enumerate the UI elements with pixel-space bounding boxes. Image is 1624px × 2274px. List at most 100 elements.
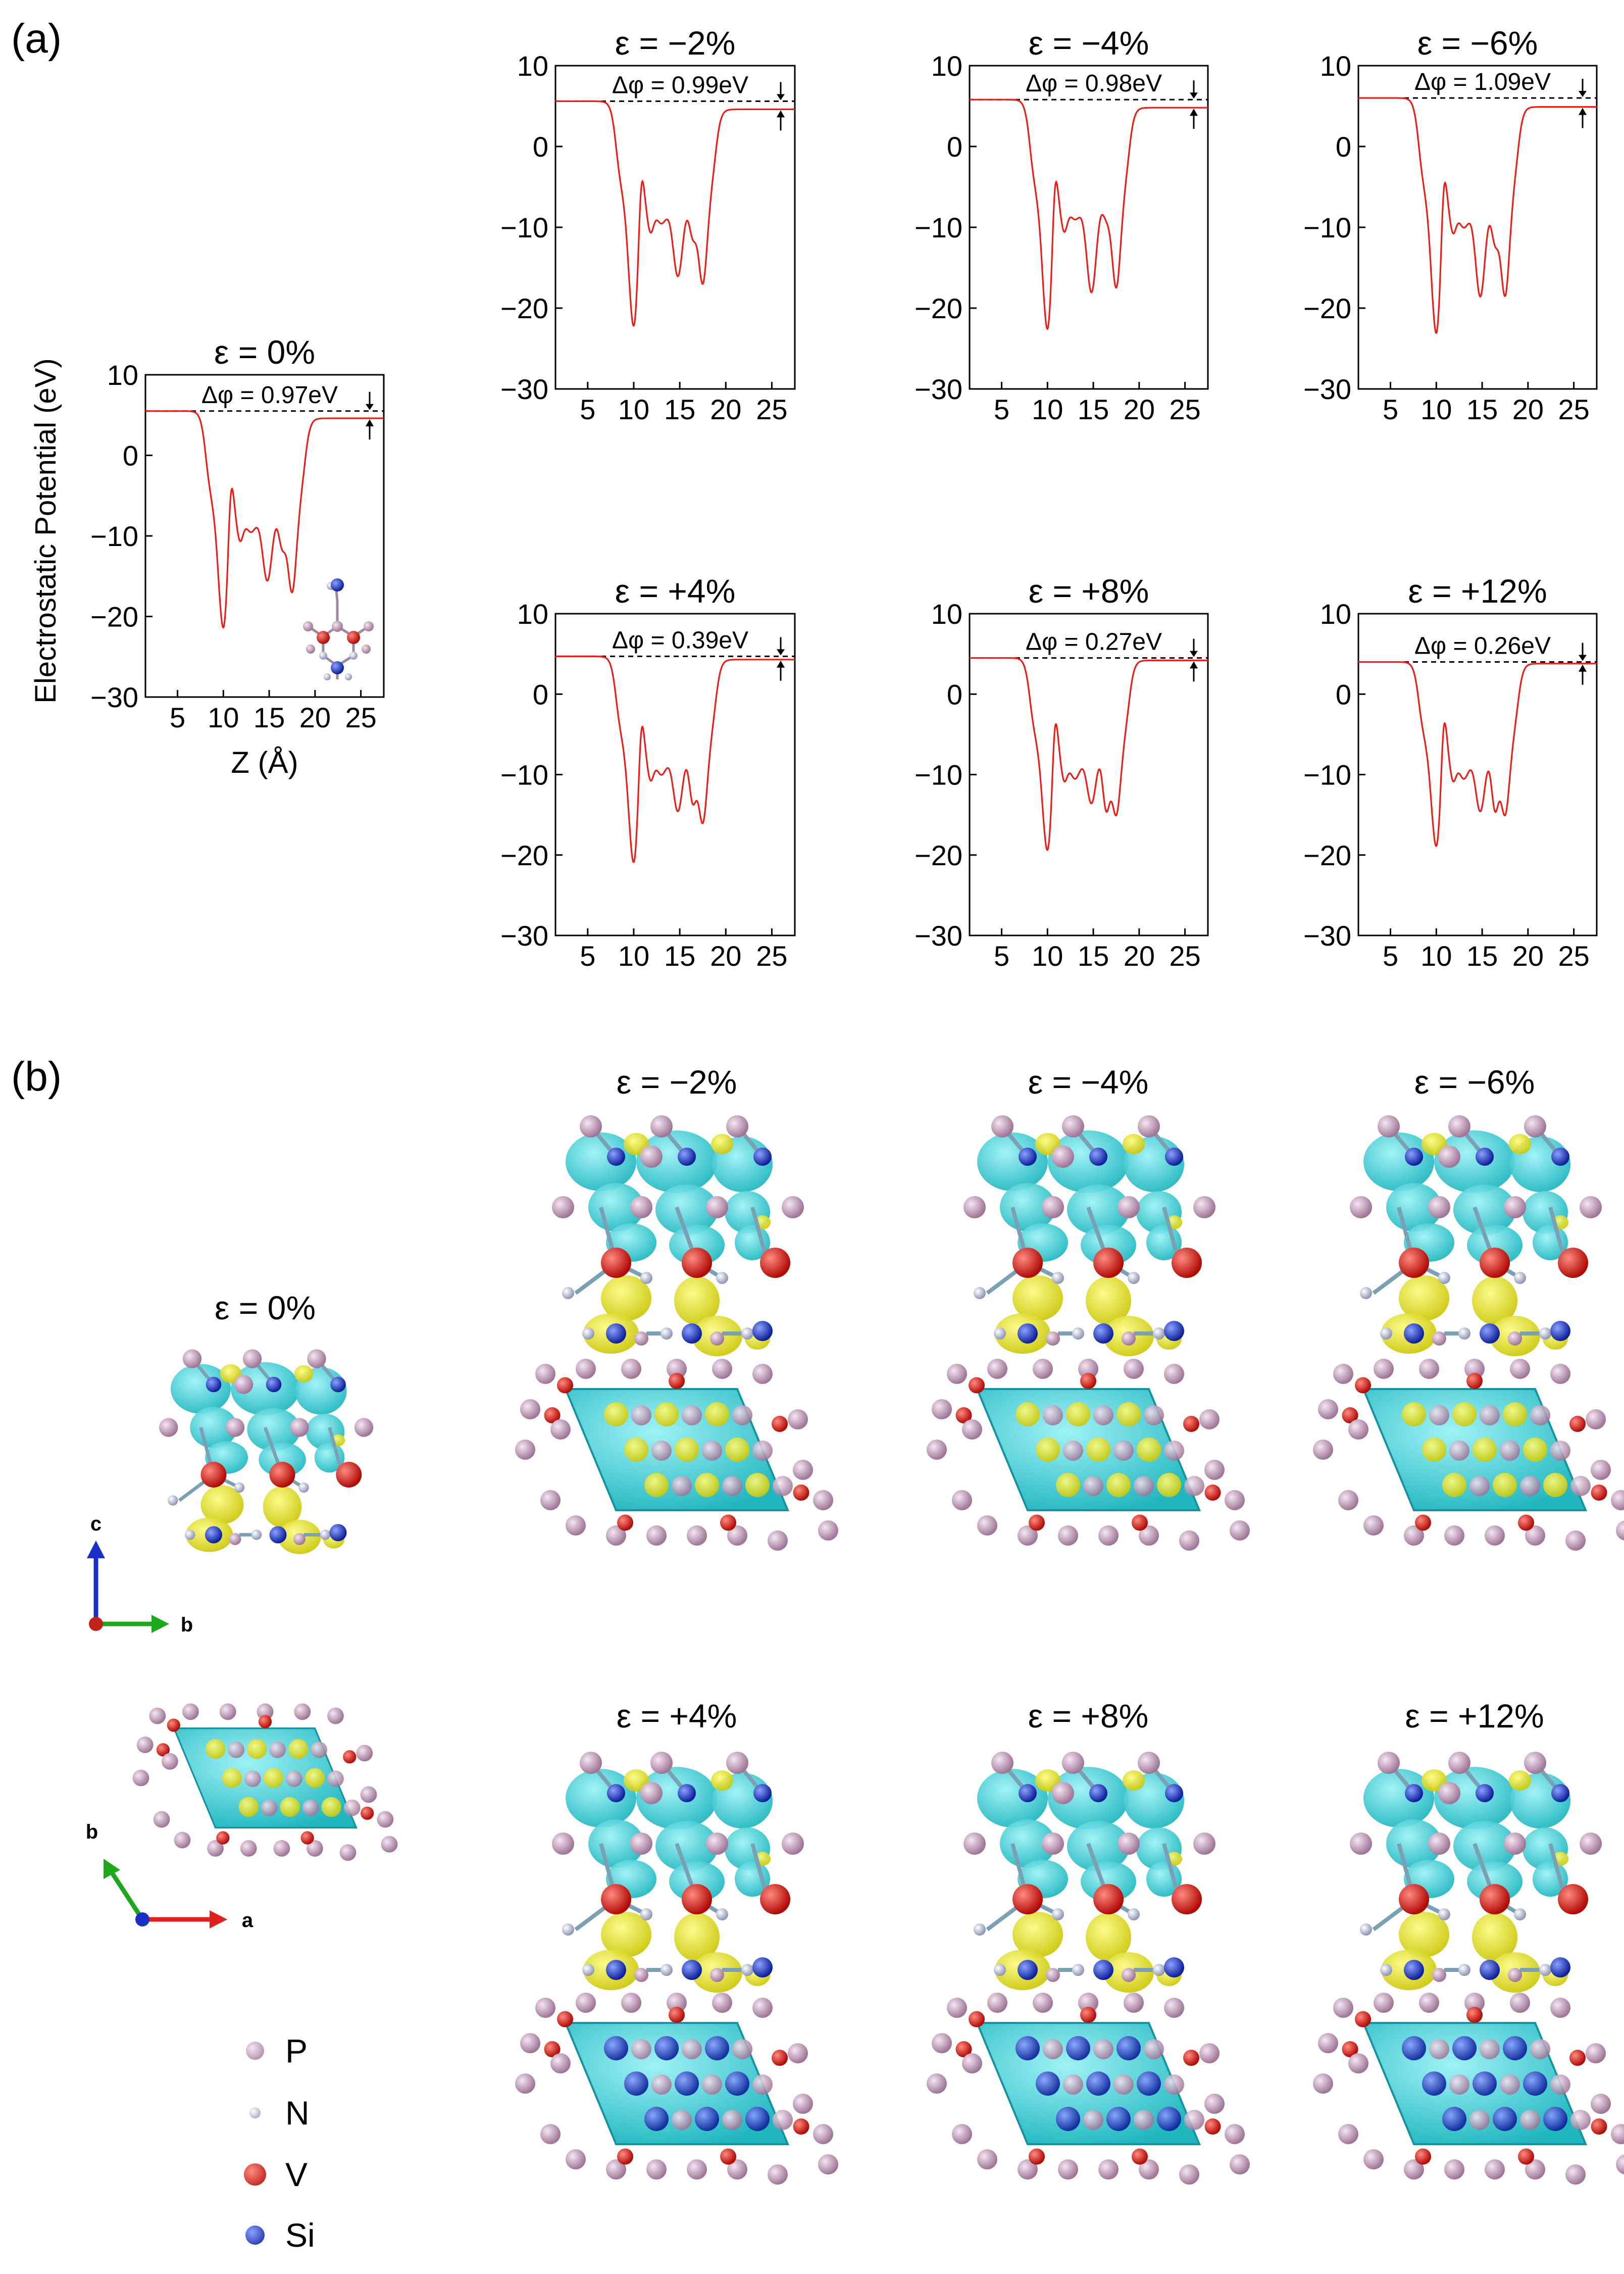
atom-P bbox=[963, 1833, 986, 1855]
atom-P bbox=[339, 1844, 357, 1861]
atom-Si bbox=[678, 1148, 696, 1166]
atom-P bbox=[1438, 1146, 1460, 1168]
atom-P bbox=[1432, 1331, 1446, 1346]
structure-title: ε = +8% bbox=[1028, 1697, 1149, 1735]
atom-P bbox=[162, 1753, 178, 1770]
atom-P bbox=[1124, 1359, 1144, 1379]
atom-P bbox=[1591, 1460, 1611, 1480]
isosurface-yellow bbox=[246, 1739, 267, 1759]
isosurface-yellow bbox=[745, 1473, 770, 1497]
atom-P bbox=[1134, 1476, 1154, 1496]
atom-P bbox=[1429, 2039, 1449, 2059]
isosurface-cyan bbox=[1081, 1861, 1136, 1902]
atom-N bbox=[1458, 1964, 1470, 1976]
delta-arrowhead-bottom bbox=[777, 660, 785, 668]
isosurface-cyan bbox=[669, 1225, 725, 1265]
atom-P bbox=[1363, 1515, 1384, 1536]
atom-N bbox=[1153, 1964, 1165, 1976]
atom-V bbox=[1080, 2007, 1096, 2023]
isosurface-yellow bbox=[725, 1438, 749, 1462]
atom-Si bbox=[1093, 1323, 1113, 1344]
y-tick-label: −20 bbox=[500, 839, 548, 871]
plot-frame bbox=[1357, 65, 1598, 390]
isosurface-yellow bbox=[1012, 1275, 1063, 1321]
legend-label: N bbox=[285, 2094, 310, 2132]
isosurface-cyan bbox=[231, 1362, 299, 1416]
atom-V bbox=[669, 1373, 685, 1389]
atom-Si bbox=[1019, 1148, 1037, 1166]
inset-atom bbox=[331, 578, 344, 591]
isosurface-yellow bbox=[200, 1485, 244, 1524]
atom-P bbox=[1058, 2159, 1078, 2180]
atom-P bbox=[234, 1375, 253, 1394]
atom-Si bbox=[644, 2107, 669, 2131]
isosurface-cyan bbox=[1434, 1130, 1515, 1193]
delta-arrowhead-top bbox=[366, 404, 374, 410]
atom-P bbox=[1062, 1115, 1084, 1138]
potential-curve bbox=[970, 98, 1208, 330]
atom-P bbox=[1033, 1993, 1053, 2013]
structure-s-6: ε = −6% bbox=[1313, 1063, 1624, 1551]
atom-P bbox=[228, 1741, 244, 1758]
atom-P bbox=[1428, 1196, 1450, 1218]
atom-P bbox=[1230, 2154, 1250, 2174]
isosurface-yellow bbox=[624, 1438, 648, 1462]
atom-P bbox=[1525, 1525, 1545, 1546]
atom-P bbox=[273, 1840, 290, 1857]
atom-Si bbox=[266, 1376, 282, 1393]
side-view bbox=[1350, 1115, 1602, 1356]
atom-P bbox=[1586, 1409, 1606, 1429]
isosurface-yellow bbox=[711, 1770, 733, 1791]
atom-Si bbox=[1402, 2036, 1426, 2060]
isosurface-yellow bbox=[280, 1797, 300, 1817]
atom-N bbox=[1072, 1964, 1084, 1976]
y-tick-label: −30 bbox=[90, 681, 138, 713]
atom-P bbox=[947, 1998, 967, 2018]
atom-P bbox=[1134, 2110, 1154, 2130]
atom-P bbox=[1179, 2164, 1199, 2185]
atom-P bbox=[727, 1525, 747, 1546]
atom-Si bbox=[1452, 2036, 1477, 2060]
atom-V bbox=[343, 1750, 357, 1764]
delta-phi-label: Δφ = 0.39eV bbox=[612, 627, 748, 654]
atom-V bbox=[1518, 1514, 1534, 1531]
atom-N bbox=[582, 1327, 594, 1340]
isosurface-yellow bbox=[601, 1275, 651, 1321]
atom-V bbox=[1093, 1248, 1124, 1278]
atom-P bbox=[788, 2043, 808, 2063]
atom-Si bbox=[1019, 1784, 1037, 1802]
atom-Si bbox=[752, 1321, 773, 1341]
atom-V bbox=[669, 2007, 685, 2023]
atom-P bbox=[977, 1515, 997, 1536]
atom-Si bbox=[1442, 2107, 1466, 2131]
atom-P bbox=[927, 2073, 947, 2094]
y-tick-label: 0 bbox=[533, 131, 548, 163]
x-tick-label: 25 bbox=[1169, 393, 1200, 425]
atom-V bbox=[793, 1485, 809, 1501]
delta-phi-label: Δφ = 0.27eV bbox=[1026, 629, 1162, 656]
atom-Si bbox=[607, 1148, 625, 1166]
atom-P bbox=[1510, 1993, 1530, 2013]
atom-P bbox=[1508, 1331, 1522, 1346]
x-tick-label: 15 bbox=[1078, 940, 1109, 972]
atom-P bbox=[1338, 2124, 1358, 2144]
isosurface-cyan bbox=[636, 1767, 717, 1830]
atom-P bbox=[1520, 1476, 1540, 1496]
b-axis-arrow bbox=[109, 1870, 144, 1921]
plot-frame bbox=[144, 374, 385, 698]
x-tick-label: 15 bbox=[1466, 393, 1498, 425]
atom-P bbox=[1199, 1409, 1220, 1429]
atom-V bbox=[720, 2148, 736, 2165]
atom-P bbox=[1093, 2039, 1113, 2059]
atom-V bbox=[1204, 2118, 1221, 2135]
atom-V bbox=[601, 1248, 631, 1278]
atom-P bbox=[1565, 2164, 1586, 2185]
legend-item-si: Si bbox=[245, 2215, 315, 2255]
atom-P bbox=[1083, 2110, 1103, 2130]
atom-N bbox=[562, 1923, 574, 1936]
atom-P bbox=[159, 1418, 178, 1437]
isosurface-yellow bbox=[1036, 1438, 1060, 1462]
isosurface-yellow bbox=[601, 1912, 651, 1957]
atom-P bbox=[576, 1993, 596, 2013]
x-tick-label: 5 bbox=[1383, 393, 1398, 425]
